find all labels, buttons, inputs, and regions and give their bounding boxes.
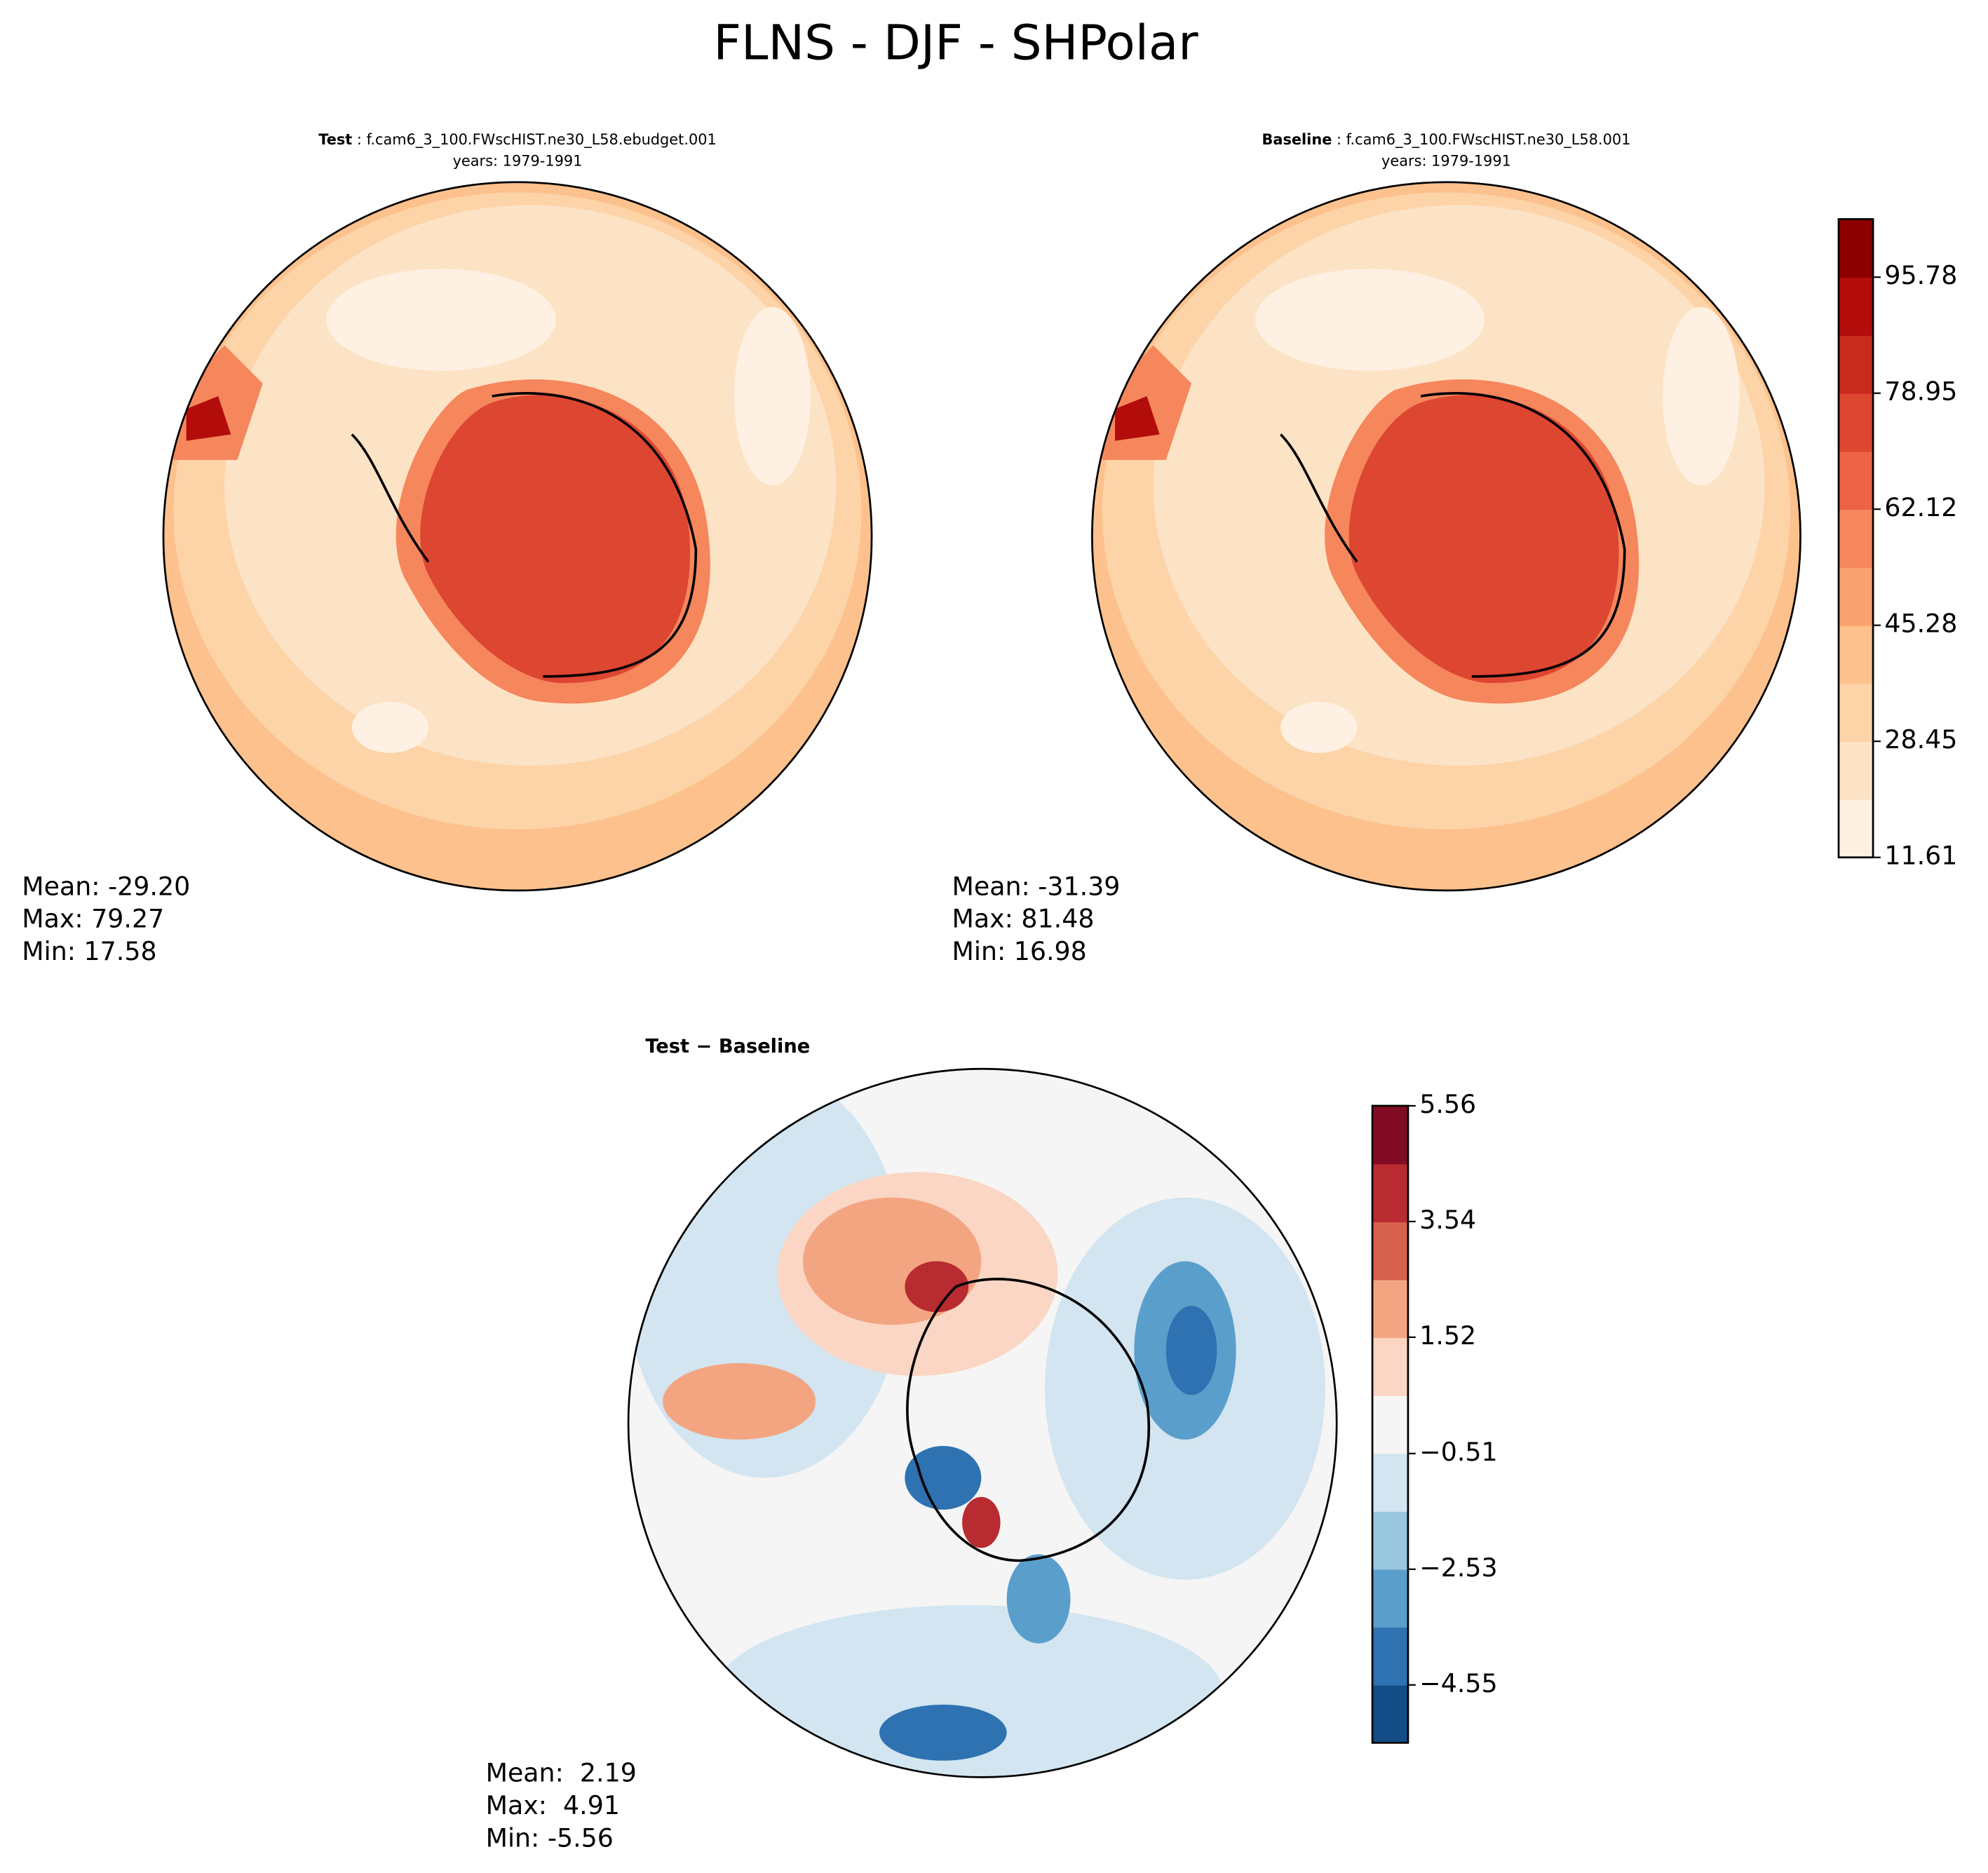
panel-subtitle: years: 1979-1991 bbox=[453, 153, 583, 170]
colorbar-band bbox=[1372, 1105, 1408, 1165]
colorbar-band bbox=[1372, 1279, 1408, 1339]
colorbar-tick-label: 78.95 bbox=[1884, 377, 1957, 407]
map-border bbox=[162, 181, 873, 892]
colorbar-tick-label: 1.52 bbox=[1419, 1320, 1476, 1351]
stat-label: Min: 17.58 bbox=[22, 936, 156, 966]
colorbar-band bbox=[1372, 1684, 1408, 1744]
colorbar-tick-label: 62.12 bbox=[1884, 492, 1957, 522]
map-fill bbox=[163, 182, 872, 891]
figure-title: FLNS - DJF - SHPolar bbox=[713, 15, 1198, 71]
panel-title: Test − Baseline bbox=[645, 1036, 810, 1057]
panel-title-bold: Baseline bbox=[1262, 131, 1332, 148]
stat-label: Mean: -31.39 bbox=[952, 871, 1121, 901]
colorbar-band bbox=[1372, 1163, 1408, 1223]
colorbar-tick-label: 95.78 bbox=[1884, 260, 1957, 290]
colorbar-band bbox=[1839, 219, 1874, 278]
stat-label: Max: 79.27 bbox=[22, 904, 164, 934]
colorbar-tick-label: −4.55 bbox=[1419, 1668, 1497, 1698]
panel-title: Baseline : f.cam6_3_100.FWscHIST.ne30_L5… bbox=[1262, 131, 1630, 148]
stat-label: Mean: -29.20 bbox=[22, 871, 190, 901]
colorbar-frame bbox=[1371, 1104, 1409, 1744]
colorbar-band bbox=[1839, 741, 1874, 800]
stat-label: Max: 4.91 bbox=[486, 1790, 620, 1820]
panel-title-bold: Test bbox=[318, 131, 352, 148]
map-border bbox=[1091, 181, 1801, 892]
colorbar-tick-label: 5.56 bbox=[1419, 1089, 1476, 1119]
colorbar-band bbox=[1372, 1511, 1408, 1570]
colorbar-tick-label: 45.28 bbox=[1884, 609, 1957, 639]
colorbar-band bbox=[1839, 799, 1874, 858]
colorbar-band bbox=[1372, 1395, 1408, 1454]
colorbar-tick-label: 28.45 bbox=[1884, 724, 1957, 755]
map-fill bbox=[628, 1069, 1337, 1778]
stat-label: Max: 81.48 bbox=[952, 904, 1095, 934]
map-fill bbox=[1092, 182, 1801, 891]
colorbar-band bbox=[1372, 1337, 1408, 1396]
colorbar-band bbox=[1839, 625, 1874, 684]
panel-title-case: : f.cam6_3_100.FWscHIST.ne30_L58.001 bbox=[1332, 131, 1630, 148]
colorbar-tick-label: −0.51 bbox=[1419, 1437, 1497, 1467]
colorbar-band bbox=[1372, 1569, 1408, 1628]
colorbar-band bbox=[1839, 567, 1874, 626]
colorbar-band bbox=[1839, 277, 1874, 336]
colorbar-frame bbox=[1837, 218, 1874, 859]
colorbar-band bbox=[1839, 509, 1874, 568]
colorbar-band bbox=[1839, 683, 1874, 743]
colorbar-tick-label: 3.54 bbox=[1419, 1205, 1476, 1235]
colorbar-band bbox=[1372, 1627, 1408, 1686]
colorbar-tick-label: −2.53 bbox=[1419, 1553, 1497, 1583]
colorbar-band bbox=[1372, 1222, 1408, 1280]
map-border bbox=[627, 1067, 1338, 1778]
panel-subtitle: years: 1979-1991 bbox=[1381, 153, 1511, 170]
stat-label: Mean: 2.19 bbox=[486, 1758, 637, 1788]
colorbar-band bbox=[1372, 1453, 1408, 1512]
colorbar-band bbox=[1839, 393, 1874, 452]
stat-label: Min: 16.98 bbox=[952, 936, 1087, 966]
panel-title: Test : f.cam6_3_100.FWscHIST.ne30_L58.eb… bbox=[318, 131, 717, 148]
stat-label: Min: -5.56 bbox=[486, 1823, 614, 1853]
colorbar-band bbox=[1839, 451, 1874, 510]
colorbar-tick-label: 11.61 bbox=[1884, 841, 1957, 871]
colorbar-band bbox=[1839, 334, 1874, 394]
panel-title-case: : f.cam6_3_100.FWscHIST.ne30_L58.ebudget… bbox=[352, 131, 717, 148]
